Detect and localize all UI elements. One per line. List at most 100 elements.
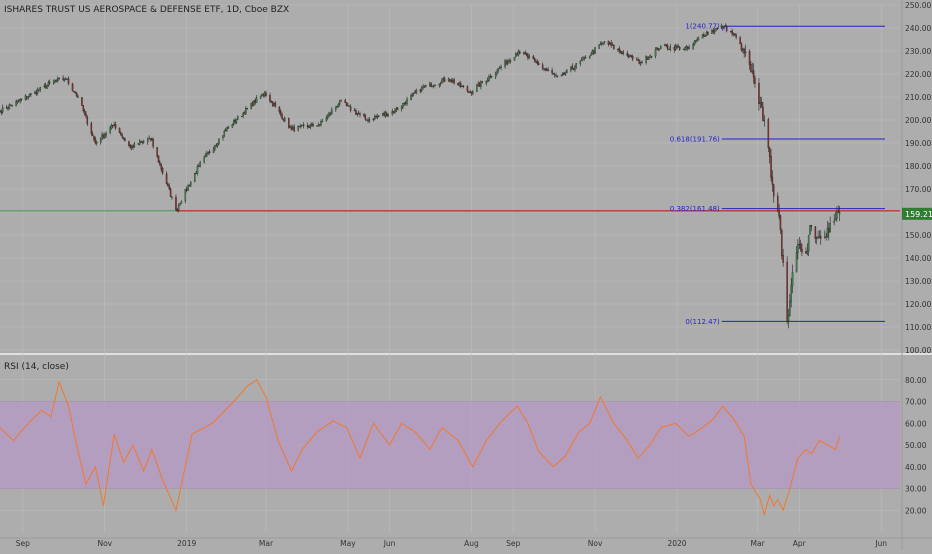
candle-body[interactable] <box>704 35 706 37</box>
candle-body[interactable] <box>648 57 650 60</box>
candle-body[interactable] <box>99 139 102 143</box>
candle-body[interactable] <box>423 86 426 88</box>
candle-body[interactable] <box>838 212 841 214</box>
candle-body[interactable] <box>657 48 659 51</box>
candle-body[interactable] <box>121 135 123 137</box>
candle-body[interactable] <box>74 91 76 94</box>
candle-body[interactable] <box>826 227 829 238</box>
candle-body[interactable] <box>641 61 643 64</box>
candle-body[interactable] <box>308 126 310 128</box>
candle-body[interactable] <box>443 78 446 82</box>
candle-body[interactable] <box>348 105 351 107</box>
candle-body[interactable] <box>212 148 215 153</box>
candle-body[interactable] <box>630 55 633 57</box>
candle-body[interactable] <box>242 112 244 116</box>
candle-body[interactable] <box>218 138 220 144</box>
candle-body[interactable] <box>665 44 668 46</box>
candle-body[interactable] <box>629 54 631 57</box>
candle-body[interactable] <box>545 69 548 71</box>
candle-body[interactable] <box>410 95 412 101</box>
candle-body[interactable] <box>363 113 365 117</box>
candle-body[interactable] <box>159 162 161 165</box>
candle-body[interactable] <box>570 66 572 71</box>
candle-body[interactable] <box>336 106 338 108</box>
candle-body[interactable] <box>592 50 595 54</box>
candle-body[interactable] <box>310 123 313 126</box>
candle-body[interactable] <box>5 106 8 109</box>
candle-body[interactable] <box>458 82 461 86</box>
candle-body[interactable] <box>270 101 273 103</box>
candle-body[interactable] <box>273 103 275 106</box>
candle-body[interactable] <box>340 99 342 102</box>
candle-body[interactable] <box>289 126 291 129</box>
fibonacci-retracement[interactable]: 1(240.77) 0.618(191.76) 0.382(161.48) 0(112… <box>670 23 885 326</box>
candle-body[interactable] <box>607 40 610 45</box>
candle-body[interactable] <box>837 211 839 213</box>
candle-body[interactable] <box>781 230 783 257</box>
candle-body[interactable] <box>682 48 685 51</box>
candle-body[interactable] <box>189 181 192 187</box>
candle-body[interactable] <box>345 102 348 106</box>
candle-body[interactable] <box>782 255 784 263</box>
candle-body[interactable] <box>160 163 162 170</box>
candle-body[interactable] <box>673 47 676 51</box>
candle-body[interactable] <box>148 137 150 140</box>
candle-body[interactable] <box>631 56 634 60</box>
candle-body[interactable] <box>818 236 821 238</box>
candle-body[interactable] <box>480 81 482 87</box>
candle-body[interactable] <box>320 120 322 125</box>
candle-body[interactable] <box>477 83 479 86</box>
candle-body[interactable] <box>515 53 517 58</box>
candle-body[interactable] <box>353 110 356 112</box>
candle-body[interactable] <box>169 188 172 197</box>
candle-body[interactable] <box>255 97 258 103</box>
candle-body[interactable] <box>523 52 525 54</box>
candle-body[interactable] <box>278 106 281 112</box>
candle-body[interactable] <box>16 100 19 103</box>
candle-body[interactable] <box>488 76 490 81</box>
candle-body[interactable] <box>590 54 592 56</box>
candle-body[interactable] <box>468 91 470 93</box>
candle-body[interactable] <box>618 48 621 52</box>
candle-body[interactable] <box>434 85 436 87</box>
candle-body[interactable] <box>459 83 462 87</box>
candle-body[interactable] <box>602 42 604 44</box>
candle-body[interactable] <box>555 75 557 77</box>
candle-body[interactable] <box>73 91 75 93</box>
candle-body[interactable] <box>271 101 274 106</box>
candle-body[interactable] <box>450 80 453 82</box>
candle-body[interactable] <box>442 78 445 81</box>
candle-body[interactable] <box>231 124 234 128</box>
candle-body[interactable] <box>274 103 277 107</box>
candle-body[interactable] <box>551 70 553 74</box>
candle-body[interactable] <box>654 49 657 57</box>
candle-body[interactable] <box>357 113 360 115</box>
candle-body[interactable] <box>208 151 211 154</box>
candle-body[interactable] <box>430 83 432 88</box>
candle-body[interactable] <box>421 87 423 91</box>
candle-body[interactable] <box>740 44 743 51</box>
candle-body[interactable] <box>216 143 219 147</box>
candle-body[interactable] <box>656 47 658 50</box>
candle-body[interactable] <box>101 134 103 140</box>
candle-body[interactable] <box>639 62 642 65</box>
candle-body[interactable] <box>187 185 189 191</box>
candle-body[interactable] <box>54 80 56 82</box>
candle-body[interactable] <box>375 116 377 118</box>
candle-body[interactable] <box>406 98 408 105</box>
candle-body[interactable] <box>621 51 623 55</box>
candle-body[interactable] <box>729 31 732 33</box>
candle-body[interactable] <box>386 113 388 116</box>
candle-body[interactable] <box>801 248 803 253</box>
candle-body[interactable] <box>279 111 282 115</box>
candle-body[interactable] <box>142 141 145 143</box>
candle-body[interactable] <box>609 43 611 45</box>
candle-body[interactable] <box>777 195 779 210</box>
candle-body[interactable] <box>83 110 86 114</box>
candle-body[interactable] <box>281 114 283 119</box>
candle-body[interactable] <box>601 42 603 45</box>
candle-body[interactable] <box>39 87 42 90</box>
candle-body[interactable] <box>86 116 89 125</box>
candle-body[interactable] <box>298 125 301 128</box>
